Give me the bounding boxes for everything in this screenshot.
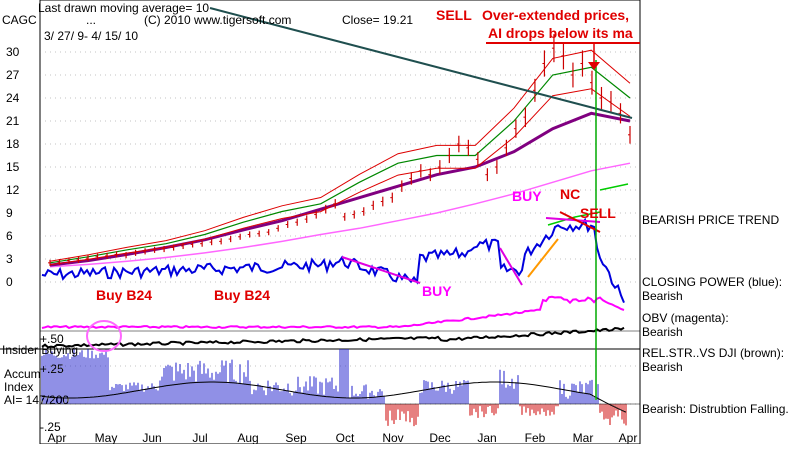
ai-reading-label: AI= 147/200 — [4, 393, 69, 407]
moving-averages — [49, 49, 631, 268]
cp-trendline-4 — [545, 217, 601, 223]
ma-long-line — [49, 111, 631, 267]
resistance-trendline — [209, 7, 633, 119]
month-label: Jun — [142, 431, 161, 444]
accumulation-index-bars — [40, 349, 640, 427]
buy-mid-label: BUY — [512, 188, 542, 204]
plus50-label: +.50 — [40, 332, 64, 346]
rs-title: REL.STR..VS DJI (brown): — [642, 346, 784, 360]
buy-b24-label-2: Buy B24 — [214, 287, 270, 303]
y-tick-label: 18 — [6, 137, 20, 151]
plus25-label: +.25 — [40, 362, 64, 376]
x-axis-ticks: Apr May Jun Jul Aug Sep Oct Nov Dec Jan Feb Mar Apr — [48, 431, 638, 445]
insider-label: Insider Buying — [2, 343, 78, 357]
obv-title: OBV (magenta): — [642, 311, 729, 325]
ma-short-line — [49, 66, 631, 264]
month-label: Oct — [336, 431, 355, 444]
closing-power-line — [41, 217, 625, 303]
cp-trendline-1 — [341, 256, 421, 284]
accum-label-2: Index — [4, 380, 33, 394]
cp-value: Bearish — [642, 289, 683, 303]
obv-line — [41, 295, 625, 330]
cp-title: CLOSING POWER (blue): — [642, 275, 782, 289]
green-ma-segment — [547, 211, 601, 226]
rs-value: Bearish — [642, 360, 683, 374]
header-close: Close= 19.21 — [342, 13, 413, 27]
insider-buying-circle — [86, 320, 122, 352]
buy-low-label: BUY — [422, 283, 452, 299]
ma-band-lower — [49, 88, 631, 266]
price-candles — [48, 34, 631, 266]
header-dates: 3/ 27/ 9- 4/ 15/ 10 — [44, 29, 138, 43]
closing-power-path — [41, 217, 625, 303]
month-label: Apr — [619, 431, 638, 444]
nc-label: NC — [560, 186, 580, 202]
y-tick-label: 0 — [6, 275, 13, 289]
month-label: Jul — [192, 431, 207, 444]
over-extended-label-2: AI drops below its ma — [488, 25, 633, 41]
header-copyright: (C) 2010 www.tigersoft.com — [144, 13, 291, 27]
month-label: Mar — [573, 431, 594, 444]
month-label: Aug — [237, 431, 258, 444]
month-label: Dec — [429, 431, 450, 444]
trend-label: BEARISH PRICE TREND — [642, 213, 779, 227]
over-extended-label-1: Over-extended prices, — [482, 7, 629, 23]
month-label: Feb — [525, 431, 546, 444]
month-label: May — [95, 431, 118, 444]
accum-ma-line — [41, 381, 627, 413]
accum-label-1: Accum — [4, 367, 41, 381]
buy-b24-label-1: Buy B24 — [96, 287, 152, 303]
header-ma-text: Last drawn moving average= 10 — [38, 1, 209, 15]
obv-value: Bearish — [642, 325, 683, 339]
y-tick-label: 30 — [6, 45, 20, 59]
y-tick-label: 21 — [6, 114, 20, 128]
month-label: Apr — [48, 431, 67, 444]
cp-trendline-2 — [499, 247, 523, 286]
header-ticker: CAGC — [2, 13, 37, 27]
month-label: Jan — [477, 431, 496, 444]
sell-mid-label: SELL — [580, 205, 616, 221]
header-ellipsis: ... — [86, 13, 96, 27]
y-tick-label: 24 — [6, 91, 20, 105]
ma-200-line — [49, 162, 631, 268]
ma-band-upper — [49, 49, 631, 262]
nc-divergence-line — [559, 211, 601, 233]
relative-strength-path — [41, 326, 625, 349]
y-tick-label: 27 — [6, 68, 20, 82]
relative-strength-line — [41, 326, 625, 349]
month-label: Sep — [285, 431, 307, 444]
month-label: Nov — [382, 431, 403, 444]
sell-top-label: SELL — [436, 7, 472, 23]
minus25-label: -.25 — [40, 420, 61, 434]
ai-value: Bearish: Distrubtion Falling. — [642, 402, 789, 416]
y-tick-label: 15 — [6, 160, 20, 174]
sell-arrow-head — [588, 62, 600, 70]
y-tick-label: 6 — [6, 229, 13, 243]
y-tick-label: 3 — [6, 252, 13, 266]
y-tick-label: 9 — [6, 206, 13, 220]
green-ma-tail — [599, 183, 629, 191]
obv-path — [41, 295, 625, 330]
cp-trendline-3 — [527, 238, 559, 278]
y-tick-label: 12 — [6, 183, 20, 197]
